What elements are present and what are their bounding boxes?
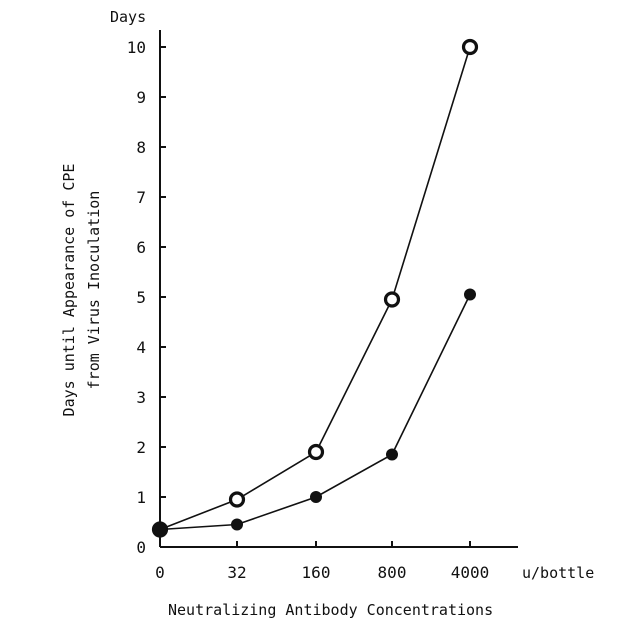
y-tick-label: 4 [136,338,146,357]
y-tick-label: 3 [136,388,146,407]
open-circle-marker [386,293,399,306]
y-tick-label: 10 [127,38,146,57]
y-tick-label: 6 [136,238,146,257]
filled-circle-marker [310,491,322,503]
axes [160,30,518,547]
y-tick-label: 9 [136,88,146,107]
y-axis-title-line2: from Virus Inoculation [85,191,103,390]
x-tick-label: 800 [378,563,407,582]
y-tick-label: 0 [136,538,146,557]
y-unit-label: Days [110,8,146,26]
y-tick-label: 8 [136,138,146,157]
series-group [154,41,477,537]
x-axis-title: Neutralizing Antibody Concentrations [168,601,493,619]
series-1 [154,41,477,537]
y-tick-label: 5 [136,288,146,307]
open-circle-marker [464,41,477,54]
x-tick-label: 0 [155,563,165,582]
open-circle-marker [231,493,244,506]
y-tick-label: 1 [136,488,146,507]
x-tick-label: 160 [302,563,331,582]
filled-circle-marker [386,449,398,461]
x-tick-label: 4000 [451,563,490,582]
y-axis-title-line1: Days until Appearance of CPE [60,164,78,417]
y-tick-label: 2 [136,438,146,457]
y-tick-label: 7 [136,188,146,207]
open-circle-marker [310,446,323,459]
x-unit-label: u/bottle [522,564,594,582]
filled-circle-marker [464,289,476,301]
filled-circle-marker [231,519,243,531]
x-tick-label: 32 [227,563,246,582]
filled-circle-marker [154,524,166,536]
series-2 [154,289,476,536]
